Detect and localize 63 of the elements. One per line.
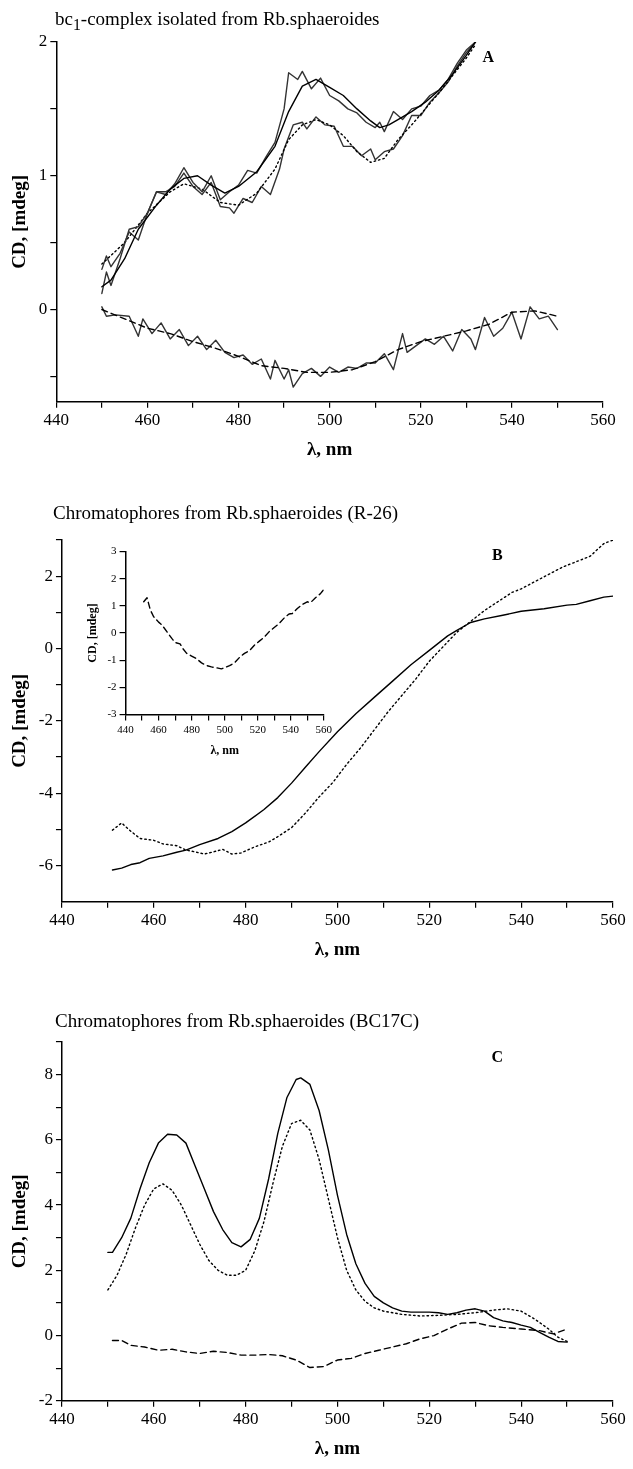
annotation: A: [482, 48, 495, 66]
x-axis-title: λ, nm: [210, 742, 239, 757]
x-axis-title: λ, nm: [314, 1436, 361, 1458]
y-tick-label: 2: [38, 31, 48, 51]
y-tick-label: 4: [44, 1194, 54, 1214]
y-tick-label: -2: [38, 710, 53, 730]
y-tick-label: -4: [38, 782, 54, 802]
x-tick-label: 540: [282, 722, 300, 735]
y-tick-label: 2: [44, 565, 53, 585]
y-tick-label: -3: [107, 707, 118, 720]
y-axis-title: CD, [mdeg]: [8, 174, 30, 269]
x-tick-label: 480: [225, 410, 252, 430]
x-tick-label: 560: [600, 910, 626, 930]
x-tick-label: 540: [508, 910, 534, 930]
x-tick-label: 440: [43, 410, 70, 430]
chart-title: bc$_{1}$-complex isolated from Rb.sphaeroides: [55, 8, 380, 34]
x-tick-label: 480: [232, 1409, 259, 1429]
x-tick-label: 520: [408, 410, 434, 430]
y-tick-label: 8: [44, 1064, 53, 1084]
x-tick-label: 460: [141, 910, 167, 930]
x-tick-label: 460: [134, 410, 161, 430]
x-tick-label: 480: [232, 910, 259, 930]
x-axis-title: λ, nm: [314, 937, 361, 959]
x-tick-label: 520: [416, 1409, 443, 1429]
y-tick-label: 2: [44, 1259, 53, 1279]
y-tick-label: 1: [111, 598, 117, 611]
y-tick-label: -2: [38, 1390, 53, 1410]
x-tick-label: 560: [315, 722, 333, 735]
y-tick-label: -2: [107, 680, 117, 693]
x-tick-label: 560: [590, 410, 616, 430]
y-tick-label: 2: [111, 571, 117, 584]
y-tick-label: -1: [107, 653, 117, 666]
x-tick-label: 500: [324, 1409, 351, 1429]
chart-title: Chromatophores from Rb.sphaeroides (R-26): [53, 502, 399, 524]
x-axis-title: λ, nm: [307, 437, 353, 459]
annotation: C: [491, 1048, 504, 1066]
y-axis-title: CD, [mdeg]: [8, 673, 30, 768]
x-tick-label: 440: [49, 910, 75, 930]
x-tick-label: 540: [508, 1409, 534, 1429]
x-tick-label: 520: [416, 910, 443, 930]
y-tick-label: 0: [111, 625, 118, 638]
x-tick-label: 440: [117, 722, 135, 735]
y-axis-title: CD, [mdeg]: [85, 603, 100, 663]
y-tick-label: 0: [38, 298, 48, 318]
annotation: B: [491, 546, 503, 564]
x-tick-label: 460: [150, 722, 168, 735]
x-tick-label: 460: [141, 1409, 167, 1429]
x-tick-label: 480: [183, 722, 201, 735]
x-tick-label: 440: [49, 1409, 75, 1429]
x-tick-label: 500: [216, 722, 234, 735]
x-tick-label: 560: [600, 1409, 626, 1429]
y-tick-label: 0: [44, 1325, 53, 1345]
y-tick-label: -6: [38, 855, 53, 875]
x-tick-label: 500: [316, 410, 343, 430]
y-tick-label: 3: [111, 544, 118, 557]
x-tick-label: 500: [324, 910, 351, 930]
chart-title: Chromatophores from Rb.sphaeroides (BC17C): [55, 1010, 420, 1032]
x-tick-label: 540: [499, 410, 525, 430]
y-tick-label: 6: [44, 1129, 53, 1149]
y-tick-label: 0: [44, 638, 53, 658]
y-axis-title: CD, [mdeg]: [8, 1174, 30, 1269]
x-tick-label: 520: [249, 722, 267, 735]
y-tick-label: 1: [38, 165, 48, 185]
